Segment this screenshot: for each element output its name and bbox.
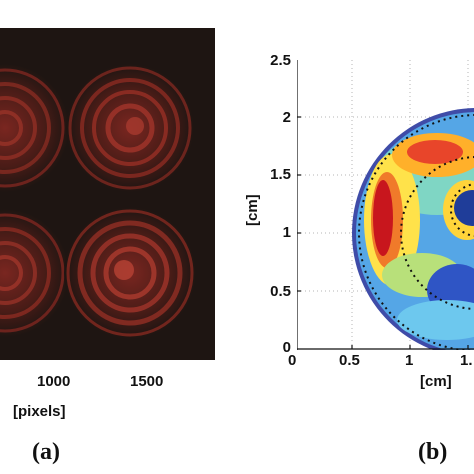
ring-pattern-top-left xyxy=(0,64,69,192)
ring-pattern-bottom-right xyxy=(64,207,196,339)
x-axis-label-pixels: [pixels] xyxy=(13,403,66,420)
x-tick-1.5-partial: 1. xyxy=(460,352,473,369)
x-tick-0: 0 xyxy=(288,352,297,369)
y-tick-2: 2 xyxy=(282,109,291,126)
y-tick-2.5: 2.5 xyxy=(270,52,291,69)
y-tick-1.5: 1.5 xyxy=(270,166,291,183)
y-tick-1: 1 xyxy=(282,224,291,241)
panel-a-letter: (a) xyxy=(32,439,60,465)
ring-pattern-top-right xyxy=(66,64,194,192)
colormap-plot xyxy=(296,60,474,358)
x-axis-label-cm: [cm] xyxy=(420,373,452,390)
x-tick-0.5: 0.5 xyxy=(339,352,360,369)
x-tick-1000: 1000 xyxy=(37,373,71,390)
x-tick-1: 1 xyxy=(405,352,414,369)
heatmap-disk xyxy=(352,108,474,358)
panel-b-letter: (b) xyxy=(418,439,448,465)
speckle-photo xyxy=(0,28,215,360)
x-tick-1500: 1500 xyxy=(130,373,164,390)
ring-pattern-bottom-left xyxy=(0,209,69,337)
y-axis-label: [cm] xyxy=(244,194,261,226)
y-tick-0: 0 xyxy=(282,339,291,356)
y-tick-0.5: 0.5 xyxy=(270,283,291,300)
